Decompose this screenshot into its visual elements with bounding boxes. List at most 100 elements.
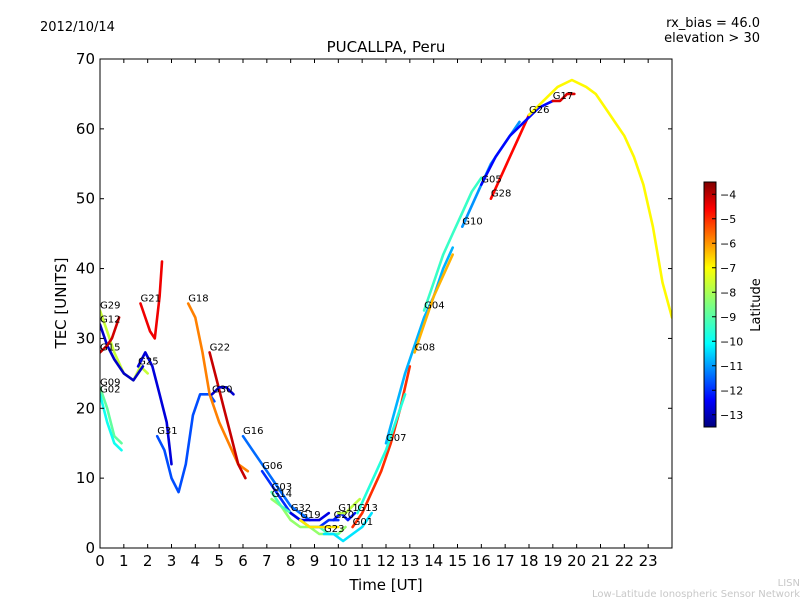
series-line-g11: [336, 497, 362, 515]
colorbar-tick-label: −7: [720, 262, 736, 275]
x-tick-label: 2: [143, 552, 153, 570]
series-label-g02: G02: [100, 384, 120, 395]
series-label-g09: G09: [100, 377, 120, 388]
colorbar-tick-label: −10: [720, 335, 743, 348]
series-label-g19: G19: [300, 510, 320, 521]
colorbar-ticks: −4 −5 −6 −7 −8 −9 −10 −11 −12 −13: [712, 188, 743, 422]
series-label-g10: G10: [462, 217, 482, 228]
series-label-g31: G31: [157, 426, 177, 437]
x-tick-label: 10: [329, 552, 348, 570]
rx-bias-label: rx_bias = 46.0: [666, 16, 760, 31]
x-tick-label: 16: [472, 552, 491, 570]
colorbar-tick-label: −13: [720, 409, 743, 422]
series-label-g25: G25: [138, 356, 158, 367]
series-label-g06: G06: [262, 461, 282, 472]
series-line-g16: [241, 434, 312, 522]
series-label-g16: G16: [243, 426, 263, 437]
x-tick-label: 5: [214, 552, 224, 570]
x-axis-ticks: 0 1 2 3 4 5 6 7 8 9 10 11 12 13 14 15 16 17 18 19 20 21 22 23: [95, 59, 658, 570]
y-tick-label: 0: [85, 539, 95, 557]
y-tick-label: 70: [76, 50, 95, 68]
colorbar-tick-label: −4: [720, 188, 736, 201]
series-line-g05: [479, 99, 555, 186]
colorbar-tick-label: −12: [720, 384, 743, 397]
series-label-g07: G07: [386, 433, 406, 444]
series-label-g20: G20: [334, 510, 354, 521]
series-line-g19: [298, 518, 340, 529]
series-line-g25: [136, 351, 173, 466]
series-label-g04: G04: [424, 301, 444, 312]
series-label-g28: G28: [491, 189, 511, 200]
x-tick-label: 3: [167, 552, 177, 570]
series-label-g30: G30: [212, 384, 232, 395]
x-tick-label: 19: [543, 552, 562, 570]
x-tick-label: 8: [286, 552, 296, 570]
series-line-g23: [322, 511, 374, 543]
series-label-g32: G32: [291, 503, 311, 514]
series-label-g22: G22: [210, 342, 230, 353]
colorbar-tick-label: −5: [720, 213, 736, 226]
colorbar-label: Latitude: [749, 278, 764, 332]
plot-area: [100, 59, 672, 548]
x-axis-label: Time [UT]: [348, 576, 422, 594]
series-label-g08: G08: [415, 342, 435, 353]
series-line-g12: [100, 323, 145, 382]
series-label-g26: G26: [529, 105, 549, 116]
series-line-g21: [139, 260, 164, 340]
series-label-g23: G23: [324, 524, 344, 535]
series-label-g21: G21: [141, 294, 161, 305]
x-tick-label: 13: [400, 552, 419, 570]
y-tick-label: 40: [76, 260, 95, 278]
x-tick-label: 17: [496, 552, 515, 570]
x-tick-label: 18: [519, 552, 538, 570]
series-label-g14: G14: [272, 489, 292, 500]
y-axis-label: TEC [UNITS]: [52, 258, 70, 350]
series-label-g12: G12: [100, 315, 120, 326]
x-tick-label: 9: [310, 552, 320, 570]
watermark-line2: Low-Latitude Ionospheric Sensor Network: [592, 589, 800, 600]
date-label: 2012/10/14: [40, 20, 115, 35]
watermark-line1: LISN: [778, 578, 800, 589]
x-tick-label: 4: [191, 552, 201, 570]
x-tick-label: 15: [448, 552, 467, 570]
series-label-g18: G18: [188, 294, 208, 305]
x-tick-label: 0: [95, 552, 105, 570]
y-tick-label: 10: [76, 469, 95, 487]
x-tick-label: 22: [615, 552, 634, 570]
series-label-g17: G17: [553, 91, 573, 102]
series-line-g32: [289, 511, 331, 522]
series-line-g30: [210, 385, 235, 396]
chart-title: PUCALLPA, Peru: [327, 38, 446, 56]
y-tick-label: 60: [76, 120, 95, 138]
series-line-g28: [489, 113, 531, 200]
series-line-g04: [422, 176, 483, 312]
series-line-g22: [208, 351, 247, 480]
series-line-g07: [384, 246, 455, 445]
series-line-g08: [413, 253, 455, 354]
colorbar-tick-label: −8: [720, 286, 736, 299]
series-line-g09: [100, 385, 123, 445]
series-label-g29: G29: [100, 301, 120, 312]
series-line-g17: [551, 92, 576, 103]
x-tick-label: 6: [238, 552, 248, 570]
series-line-g15: [100, 316, 121, 354]
x-tick-label: 11: [353, 552, 372, 570]
series-layer: [100, 78, 672, 543]
y-tick-label: 30: [76, 329, 95, 347]
colorbar-tick-label: −6: [720, 237, 736, 250]
series-line-g26: [527, 78, 672, 319]
series-label-g15: G15: [100, 342, 120, 353]
x-tick-label: 23: [639, 552, 658, 570]
colorbar-tick-label: −9: [720, 311, 736, 324]
elevation-label: elevation > 30: [664, 31, 760, 46]
series-label-g13: G13: [357, 503, 377, 514]
series-line-g20: [332, 511, 357, 522]
y-tick-label: 20: [76, 399, 95, 417]
series-label-g01: G01: [353, 517, 373, 528]
series-label-g03: G03: [272, 482, 292, 493]
x-tick-label: 7: [262, 552, 272, 570]
series-label-g05: G05: [481, 175, 501, 186]
series-line-g13: [356, 392, 407, 515]
